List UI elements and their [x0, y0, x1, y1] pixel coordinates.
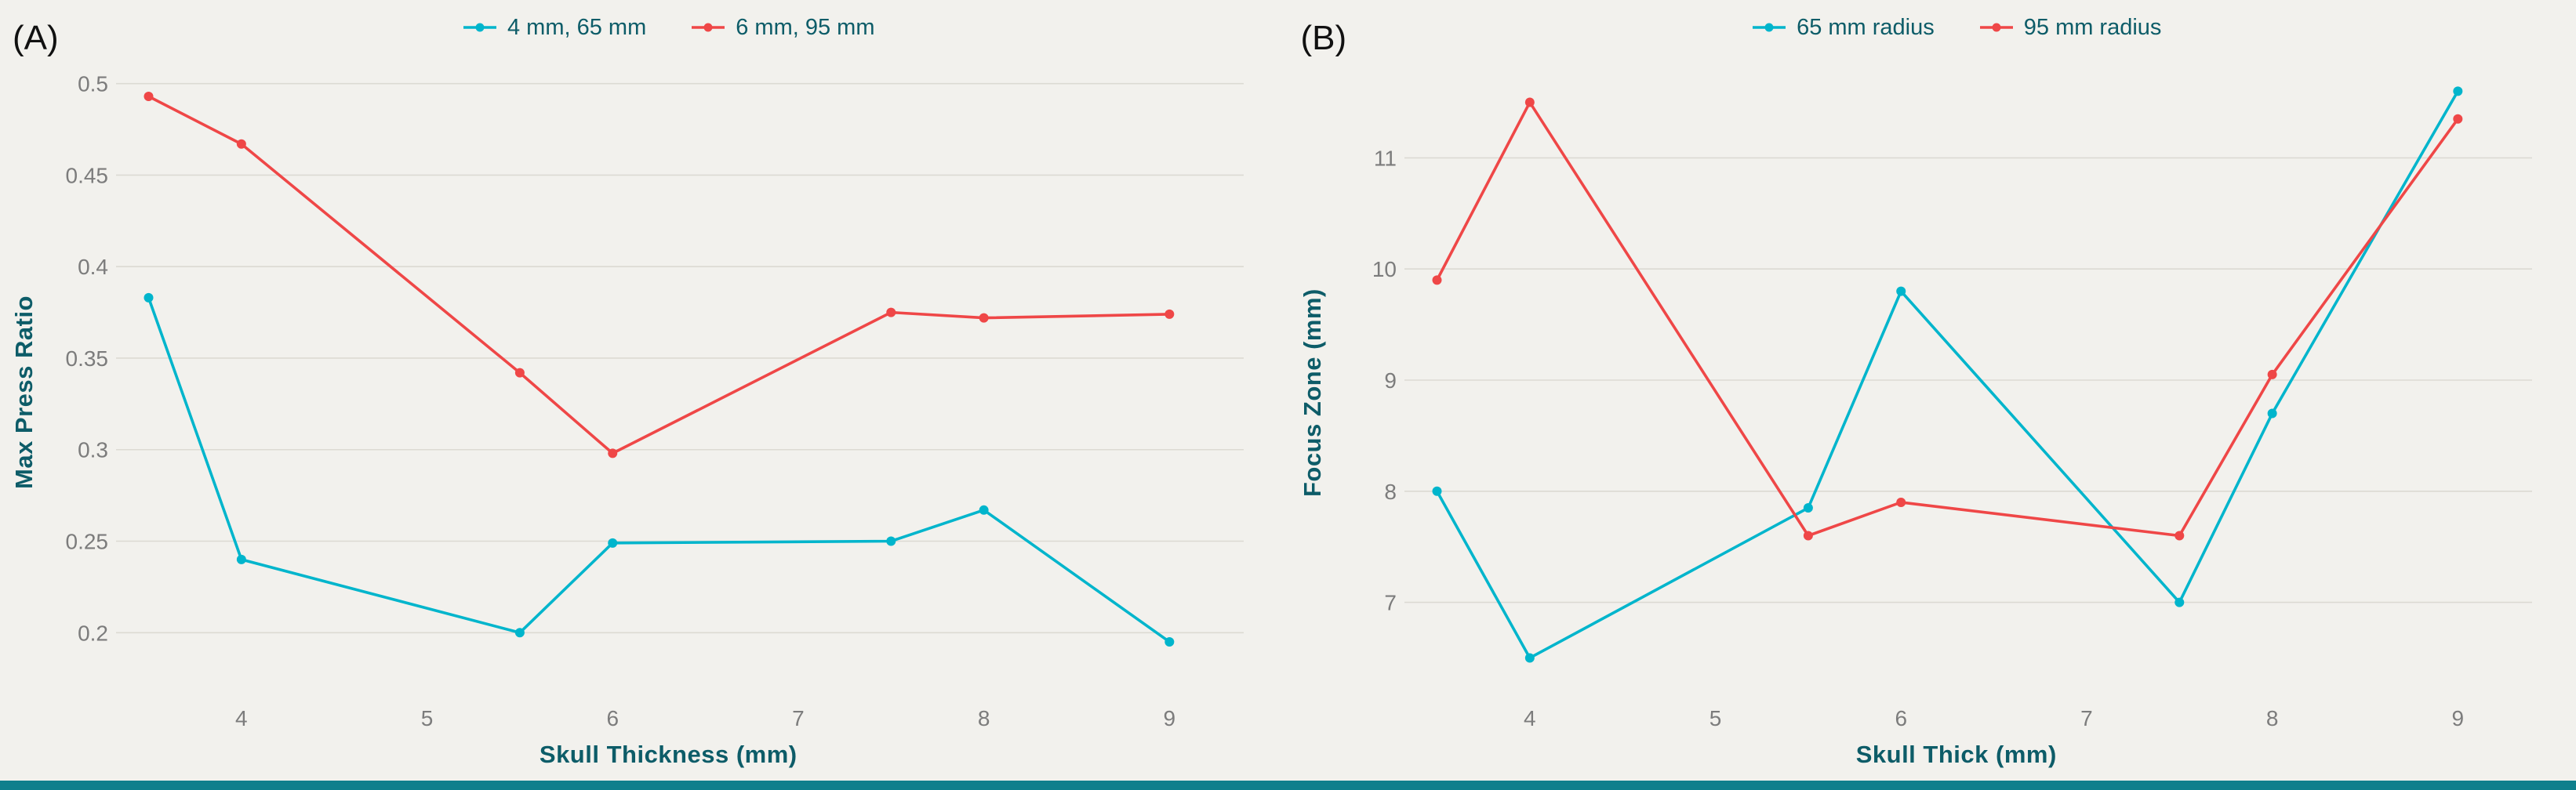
y-axis-label-a: Max Press Ratio [10, 295, 38, 490]
legend-b: 65 mm radius 95 mm radius [1337, 6, 2576, 49]
svg-text:0.2: 0.2 [78, 621, 108, 645]
legend-line-marker-icon [1979, 23, 2013, 32]
svg-text:7: 7 [792, 706, 805, 730]
legend-line-marker-icon [692, 23, 725, 32]
chart-area-b: Focus Zone (mm) 7 8 9 10 11 4 5 6 7 8 9 [1288, 49, 2576, 737]
legend-item: 4 mm, 65 mm [462, 15, 646, 41]
legend-label: 4 mm, 65 mm [507, 14, 647, 40]
chart-area-a: Max Press Ratio 0.2 0.25 0.3 0.35 0.4 0.45 0.5… [0, 49, 1288, 737]
y-axis-label-b: Focus Zone (mm) [1298, 288, 1326, 497]
bottom-accent-bar [0, 781, 2576, 790]
svg-text:7: 7 [1384, 591, 1397, 615]
svg-text:0.3: 0.3 [78, 438, 108, 462]
legend-line-marker-icon [1753, 23, 1786, 32]
svg-text:10: 10 [1372, 257, 1396, 281]
legend-label: 65 mm radius [1797, 14, 1935, 40]
svg-text:7: 7 [2080, 706, 2093, 730]
legend-item: 95 mm radius [1978, 14, 2162, 41]
chart-panel-b: (B) 65 mm radius 95 mm radius Focus Zone … [1288, 0, 2576, 781]
svg-text:11: 11 [1373, 146, 1396, 170]
svg-text:8: 8 [1384, 480, 1397, 504]
svg-text:0.45: 0.45 [66, 163, 109, 187]
svg-text:8: 8 [2265, 706, 2278, 730]
svg-text:8: 8 [978, 706, 990, 730]
x-axis-label-b: Skull Thick (mm) [1855, 741, 2057, 768]
svg-text:9: 9 [1164, 706, 1176, 730]
svg-text:9: 9 [2451, 706, 2464, 730]
line-chart-b: 7 8 9 10 11 4 5 6 7 8 9 [1372, 86, 2532, 730]
svg-text:0.5: 0.5 [78, 72, 108, 96]
x-axis-label-a: Skull Thickness (mm) [539, 741, 798, 768]
svg-text:4: 4 [235, 706, 248, 730]
legend-label: 95 mm radius [2023, 14, 2162, 40]
svg-text:0.25: 0.25 [66, 530, 109, 554]
svg-text:6: 6 [606, 706, 619, 730]
legend-a: 4 mm, 65 mm 6 mm, 95 mm [49, 6, 1288, 49]
svg-text:0.35: 0.35 [66, 346, 109, 371]
panel-label-a: (A) [13, 19, 59, 57]
svg-text:5: 5 [1709, 706, 1721, 730]
legend-label: 6 mm, 95 mm [736, 14, 875, 40]
chart-panel-a: (A) 4 mm, 65 mm 6 mm, 95 mm Max Press Rat… [0, 0, 1288, 781]
svg-text:9: 9 [1384, 368, 1397, 393]
legend-item: 6 mm, 95 mm [690, 14, 875, 41]
legend-item: 65 mm radius [1751, 15, 1935, 41]
svg-text:5: 5 [421, 706, 434, 730]
legend-line-marker-icon [463, 23, 496, 32]
svg-text:6: 6 [1895, 706, 1907, 730]
svg-text:0.4: 0.4 [78, 255, 108, 279]
svg-text:4: 4 [1524, 706, 1536, 730]
line-chart-a: 0.2 0.25 0.3 0.35 0.4 0.45 0.5 4 5 6 7 8 9 [66, 72, 1244, 730]
panel-label-b: (B) [1300, 19, 1347, 57]
